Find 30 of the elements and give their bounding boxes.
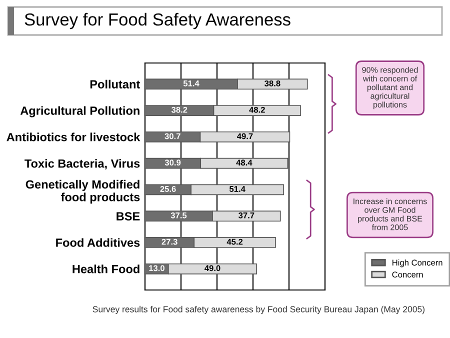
y-tick-label: Toxic Bacteria, Virus [24, 159, 140, 170]
y-tick-label: Health Food [72, 264, 140, 274]
data-label: 38.2 [171, 106, 188, 113]
text: 90% responded with concern of pollutant and agricultural pollutions [362, 66, 418, 110]
data-label: 48.4 [236, 160, 252, 166]
y-tick-label: Pollutant [90, 80, 140, 89]
data-label: 13.0 [149, 265, 164, 272]
data-label: 38.8 [264, 80, 280, 86]
text: Survey results for Food safety awareness by Food Security Bureau Japan (May 2005) [92, 306, 424, 314]
data-label: 37.7 [238, 212, 254, 218]
legend-label: Concern [392, 272, 423, 278]
data-label: 49.7 [237, 133, 253, 140]
data-label: 51.4 [183, 80, 200, 86]
data-label: 45.2 [226, 238, 243, 245]
text: Increase in concerns over GM Food products and BSE from 2005 [354, 198, 427, 230]
data-label: 37.5 [170, 212, 187, 218]
y-tick-label: Agricultural Pollution [20, 106, 140, 118]
y-tick-label: Food Additives [56, 238, 140, 247]
y-tick-label: Genetically Modified food products [26, 180, 140, 204]
chart-title: Survey for Food Safety Awareness [24, 12, 290, 30]
data-label: 51.4 [229, 186, 246, 192]
data-label: 25.6 [160, 186, 176, 192]
data-label: 49.0 [204, 265, 220, 272]
y-tick-label: BSE [116, 212, 140, 220]
y-tick-label: Antibiotics for livestock [6, 132, 140, 142]
data-label: 30.9 [164, 160, 181, 166]
data-label: 48.2 [249, 106, 265, 113]
data-label: 27.3 [162, 238, 178, 245]
data-label: 30.7 [164, 133, 180, 140]
legend-label: High Concern [392, 259, 442, 268]
